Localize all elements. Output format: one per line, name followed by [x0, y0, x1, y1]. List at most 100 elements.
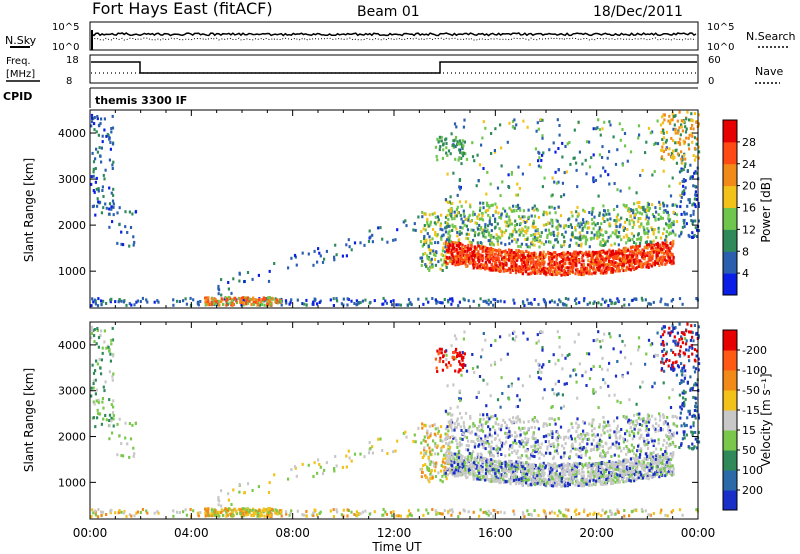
power-echo [596, 254, 600, 258]
power-echo [578, 301, 581, 305]
power-echo [494, 220, 497, 224]
power-echo [642, 251, 645, 255]
power-echo [463, 252, 466, 255]
power-echo [192, 298, 195, 302]
velocity-echo [582, 465, 585, 469]
power-echo [422, 252, 425, 256]
power-echo [682, 221, 686, 225]
velocity-echo [628, 514, 631, 518]
power-echo [671, 203, 674, 207]
power-echo [435, 154, 438, 158]
power-echo [435, 250, 438, 254]
power-echo [515, 205, 518, 208]
velocity-echo [412, 439, 415, 443]
velocity-echo [434, 444, 437, 448]
velocity-echo [100, 372, 103, 376]
power-echo [438, 301, 441, 304]
velocity-echo [509, 482, 512, 486]
power-echo [525, 231, 528, 235]
power-echo [516, 269, 520, 273]
power-echo [502, 264, 505, 268]
velocity-echo [569, 468, 572, 472]
power-echo [671, 176, 674, 180]
power-echo [457, 244, 460, 248]
power-echo [537, 232, 540, 236]
power-echo [205, 298, 208, 302]
power-echo [690, 112, 693, 116]
power-echo [594, 268, 598, 272]
velocity-echo [423, 446, 426, 450]
velocity-echo [256, 510, 259, 514]
velocity-echo [133, 452, 136, 456]
power-echo [558, 124, 561, 127]
power-echo [423, 224, 426, 227]
power-echo [455, 257, 458, 260]
velocity-echo [431, 448, 434, 452]
velocity-echo [357, 512, 360, 515]
power-echo [425, 264, 428, 268]
power-echo [92, 189, 95, 192]
power-echo [451, 144, 454, 148]
power-echo [591, 262, 594, 266]
power-echo [582, 299, 586, 303]
velocity-echo [356, 513, 359, 517]
power-echo [650, 251, 653, 255]
velocity-echo [493, 459, 496, 463]
power-echo [576, 214, 579, 218]
power-echo [571, 259, 574, 263]
power-echo [671, 112, 674, 116]
velocity-echo [436, 511, 439, 515]
power-echo [584, 252, 587, 256]
velocity-echo [120, 510, 123, 514]
power-echo [681, 155, 684, 159]
power-echo [488, 205, 491, 209]
power-echo [539, 272, 542, 275]
velocity-echo [392, 510, 395, 514]
power-echo [687, 136, 690, 140]
velocity-echo [461, 455, 464, 458]
power-echo [545, 223, 548, 227]
power-echo [508, 236, 511, 240]
power-echo [510, 265, 513, 268]
power-echo [672, 220, 675, 224]
velocity-echo [444, 432, 447, 436]
power-echo [461, 251, 464, 255]
velocity-echo [644, 463, 647, 467]
velocity-echo [290, 509, 293, 513]
velocity-echo [90, 515, 93, 519]
power-echo [532, 257, 535, 261]
power-echo [492, 303, 495, 307]
power-echo [521, 300, 525, 304]
power-echo [635, 248, 638, 252]
velocity-echo [492, 514, 495, 518]
power-echo [632, 220, 635, 224]
power-echo [527, 302, 530, 305]
power-echo [645, 209, 648, 213]
velocity-echo [426, 478, 430, 482]
power-echo [614, 265, 617, 268]
power-echo [432, 253, 436, 257]
power-echo [92, 117, 95, 120]
velocity-echo [511, 480, 514, 483]
power-echo [645, 265, 648, 269]
velocity-echo [441, 445, 444, 449]
power-echo [536, 263, 539, 266]
power-echo [672, 154, 675, 158]
velocity-echo [295, 474, 298, 478]
power-echo [618, 234, 621, 238]
power-echo [459, 250, 462, 254]
power-echo [332, 304, 335, 307]
power-echo [439, 224, 442, 228]
power-echo [439, 145, 442, 148]
velocity-echo [505, 472, 508, 476]
power-echo [384, 299, 387, 303]
velocity-echo [108, 349, 111, 353]
power-echo [217, 287, 220, 291]
velocity-echo [389, 511, 393, 515]
power-echo [555, 238, 558, 241]
power-echo [553, 233, 556, 237]
velocity-echo [368, 512, 371, 516]
power-echo [648, 255, 651, 259]
power-echo [695, 193, 698, 197]
velocity-echo [129, 437, 133, 441]
